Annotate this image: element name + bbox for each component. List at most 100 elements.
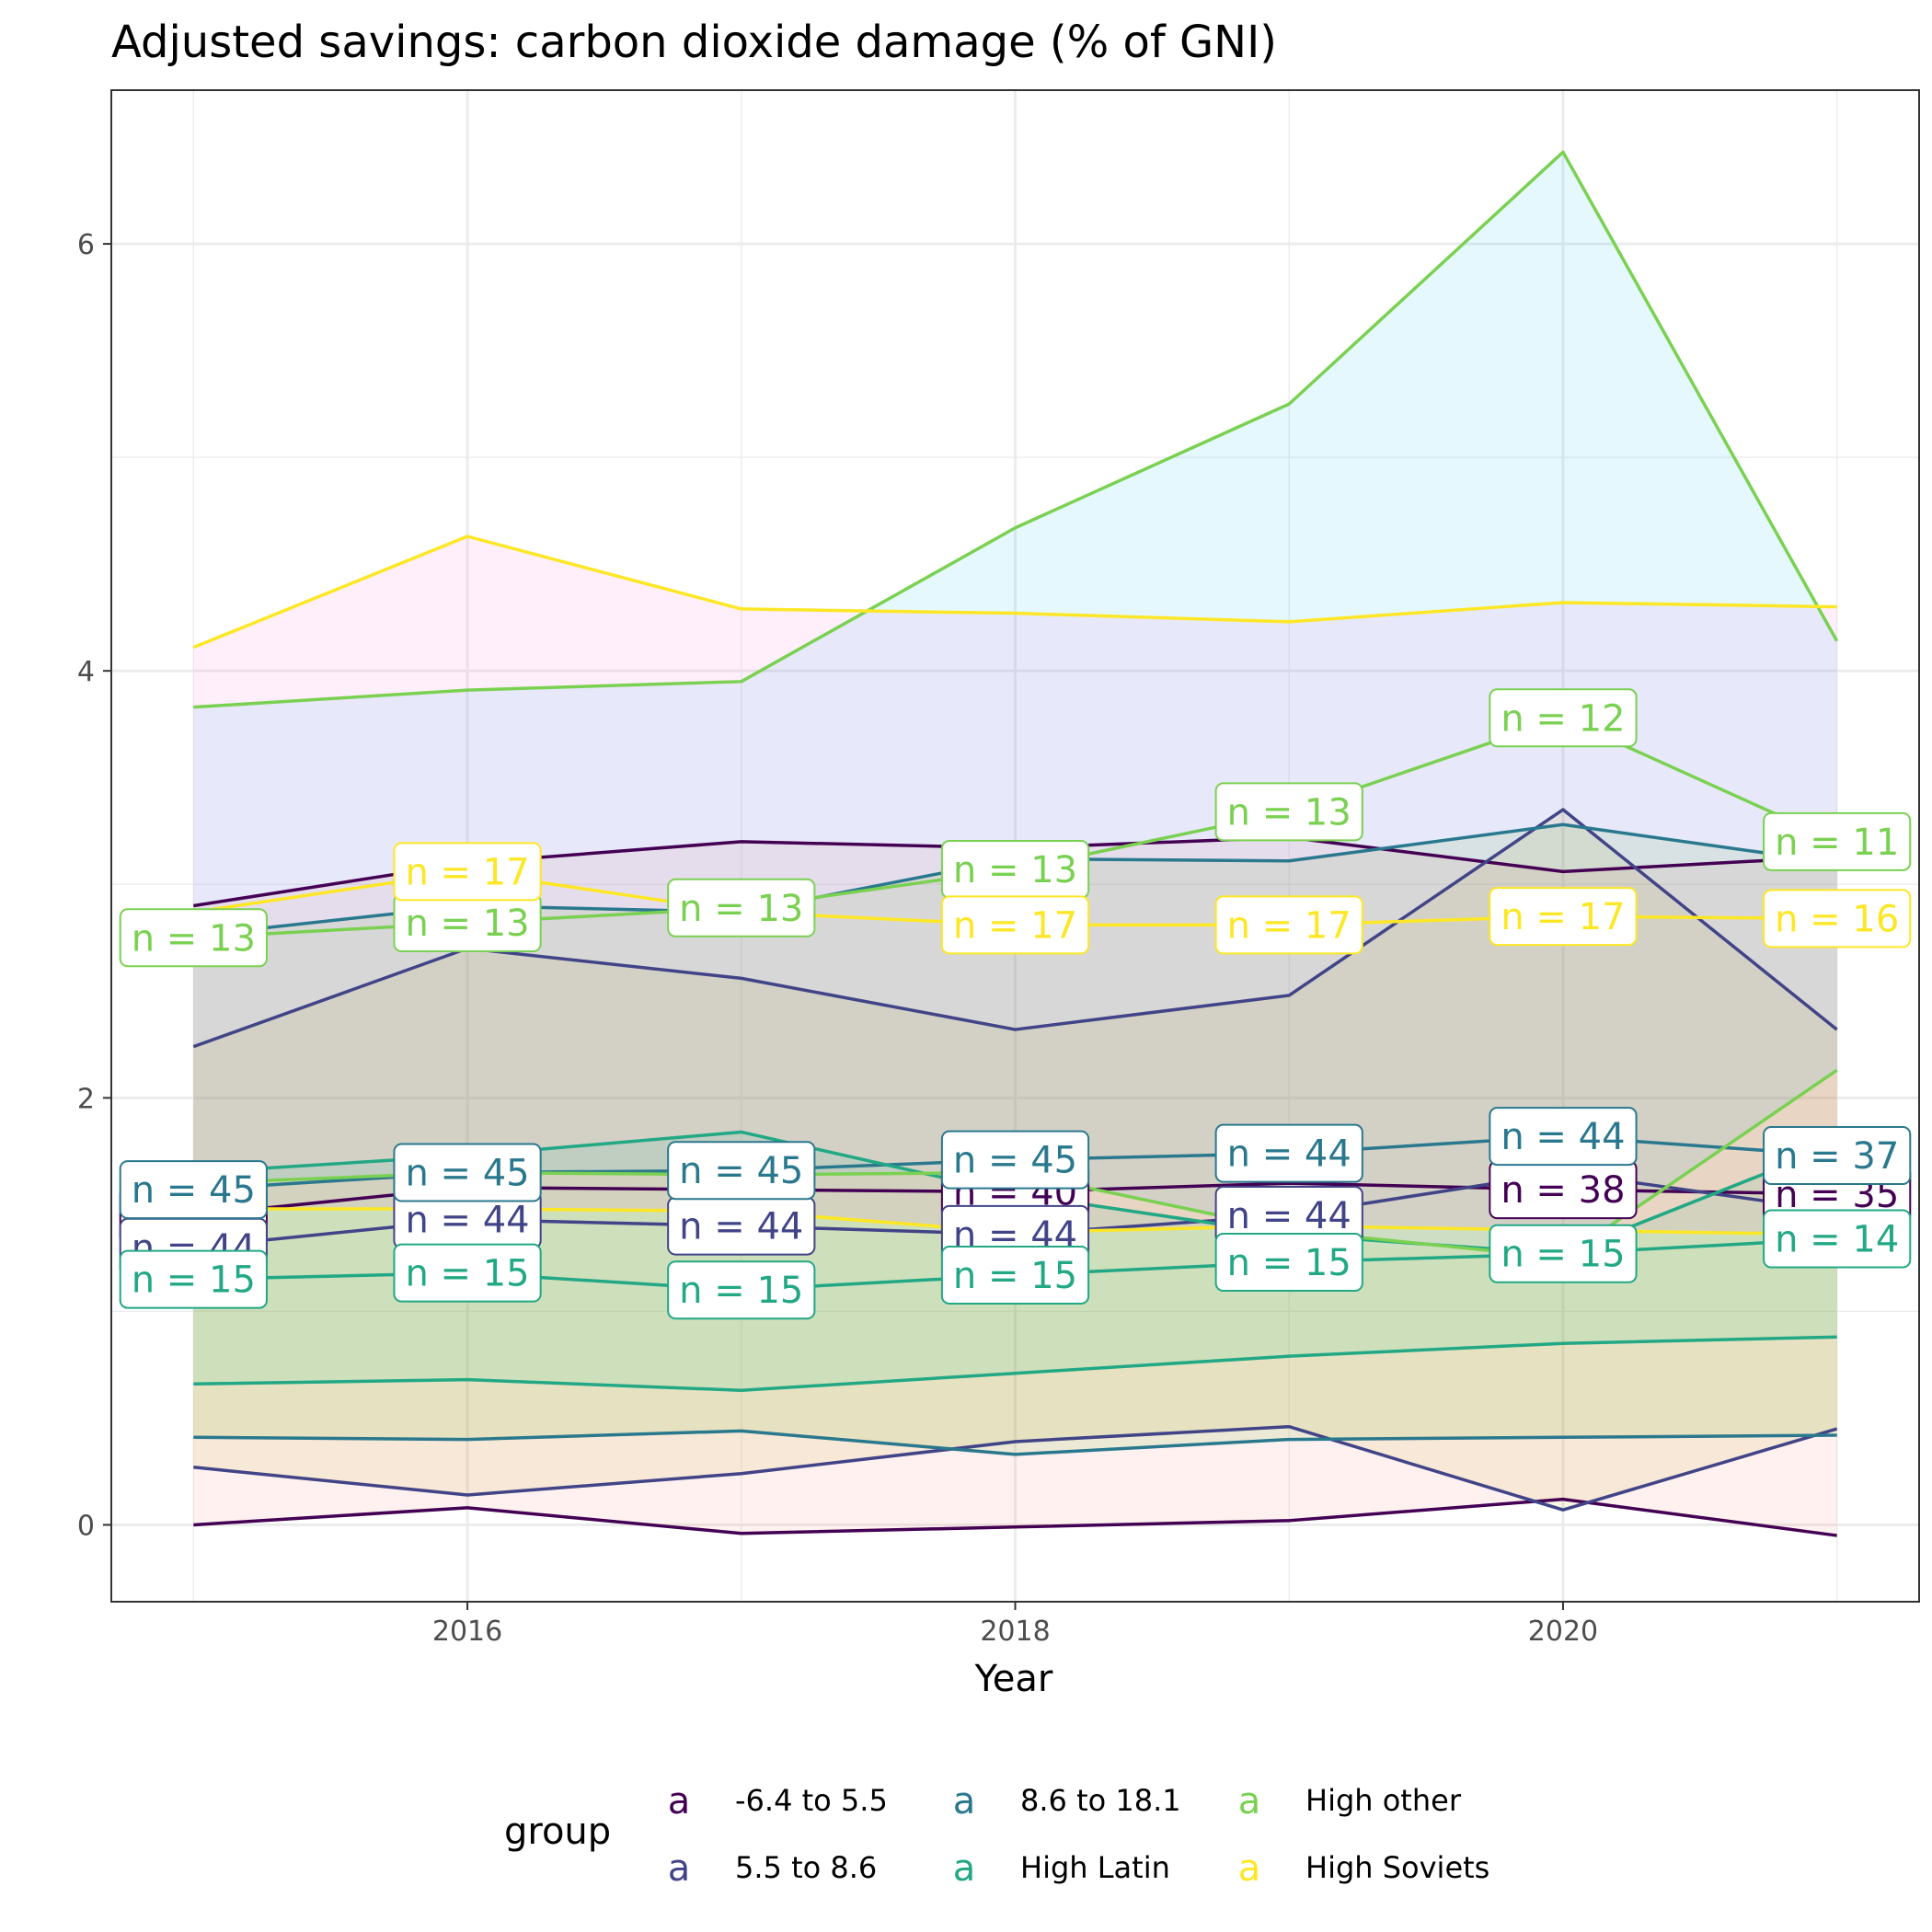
legend-label: 5.5 to 8.6 [735, 1850, 877, 1885]
n-label: n = 15 [1489, 1224, 1638, 1283]
legend-label: 8.6 to 18.1 [1020, 1783, 1181, 1818]
n-label-box [940, 895, 1090, 955]
legend-key-glyph: a [953, 1847, 976, 1890]
n-label-text: n = 13 [405, 903, 529, 945]
legend-item: a High Soviets [1238, 1847, 1490, 1890]
series-line-lower [193, 1424, 1838, 1512]
x-tick-label: 2020 [1528, 1616, 1598, 1648]
n-label-box [1763, 889, 1912, 949]
n-label-box [667, 1141, 816, 1201]
n-label-box [393, 842, 542, 902]
x-tick-label: 2018 [980, 1616, 1050, 1648]
y-tick-label: 2 [77, 1083, 95, 1115]
n-label-box [393, 1243, 542, 1303]
n-label: n = 17 [940, 895, 1090, 955]
n-label-text: n = 17 [1501, 896, 1625, 938]
n-label-box [1763, 811, 1912, 871]
series-line-lower [193, 1335, 1837, 1393]
n-label-text: n = 44 [1227, 1195, 1351, 1237]
x-tick-label: 2016 [432, 1616, 502, 1648]
n-label: n = 44 [667, 1196, 816, 1256]
n-label: n = 17 [1489, 887, 1638, 947]
legend-key-glyph: a [668, 1780, 691, 1823]
n-label-box [1489, 688, 1638, 748]
n-label-box [1214, 782, 1363, 842]
n-label-text: n = 37 [1775, 1135, 1899, 1178]
n-label-text: n = 12 [1501, 697, 1625, 740]
n-label-text: n = 17 [405, 851, 529, 893]
n-label-text: n = 15 [1227, 1242, 1351, 1284]
n-label: n = 17 [393, 842, 542, 902]
legend-label: High Soviets [1305, 1850, 1489, 1885]
legend: group a -6.4 to 5.5 a 5.5 to 8.6 a 8.6 to 18.1… [504, 1780, 1489, 1890]
n-label-box [1214, 1123, 1363, 1183]
n-label: n = 15 [1214, 1233, 1363, 1293]
grid [111, 90, 1919, 1602]
n-label-box [1763, 1125, 1912, 1185]
legend-title: group [504, 1811, 611, 1853]
n-label: n = 45 [119, 1160, 268, 1220]
n-label: n = 44 [1489, 1107, 1638, 1167]
n-label-text: n = 45 [132, 1169, 256, 1212]
n-label-text: n = 15 [132, 1259, 256, 1302]
n-label-box [1214, 895, 1363, 955]
legend-label: High Latin [1020, 1850, 1170, 1885]
n-label-text: n = 13 [679, 888, 803, 930]
series-line-lower [193, 1429, 1837, 1456]
legend-key-glyph: a [668, 1847, 691, 1890]
axes: 0 2 4 6 2016 2018 2020 [77, 89, 1920, 1648]
n-label-box [940, 1245, 1090, 1305]
n-label-text: n = 44 [679, 1206, 803, 1248]
legend-item: a High other [1238, 1780, 1462, 1823]
n-label-text: n = 15 [405, 1253, 529, 1295]
n-label: n = 13 [940, 840, 1090, 900]
n-label-text: n = 17 [1227, 904, 1351, 947]
n-label: n = 44 [1214, 1123, 1363, 1183]
legend-item: a 8.6 to 18.1 [953, 1780, 1181, 1823]
n-label-text: n = 45 [405, 1153, 529, 1195]
n-label: n = 44 [1214, 1185, 1363, 1245]
n-label-box [119, 1249, 268, 1309]
n-label-box [1489, 1224, 1638, 1283]
legend-key-glyph: a [1238, 1847, 1261, 1890]
n-label: n = 16 [1763, 889, 1912, 949]
n-label-box [1489, 1107, 1638, 1167]
n-label-text: n = 15 [1501, 1234, 1625, 1276]
n-labels: n = 44n = 40n = 38n = 35n = 44n = 44n = … [119, 688, 1912, 1320]
x-axis-title: Year [974, 1658, 1053, 1700]
n-label-text: n = 15 [953, 1255, 1077, 1297]
n-label-text: n = 44 [405, 1200, 529, 1242]
y-tick-label: 6 [77, 229, 95, 261]
n-label: n = 15 [393, 1243, 542, 1303]
n-label: n = 45 [667, 1141, 816, 1201]
ribbon-High other [193, 152, 1837, 1259]
series-line-upper [192, 535, 1837, 650]
legend-label: High other [1305, 1783, 1462, 1818]
n-label-text: n = 13 [1227, 791, 1351, 834]
n-label: n = 13 [119, 908, 268, 968]
n-label: n = 45 [940, 1130, 1090, 1190]
n-label-text: n = 14 [1775, 1218, 1899, 1260]
n-label-text: n = 15 [679, 1270, 803, 1312]
y-tick-label: 4 [77, 656, 95, 688]
n-label-text: n = 17 [953, 904, 1077, 947]
n-label-text: n = 16 [1775, 898, 1899, 940]
n-label: n = 11 [1763, 811, 1912, 871]
n-label-text: n = 13 [953, 849, 1077, 891]
n-label-box [667, 878, 816, 937]
n-label-box [1214, 1233, 1363, 1293]
n-label-text: n = 44 [1227, 1133, 1351, 1176]
n-label-box [1763, 1209, 1912, 1269]
n-label-text: n = 13 [132, 917, 256, 960]
n-label: n = 45 [393, 1143, 542, 1202]
n-label: n = 17 [1214, 895, 1363, 955]
series-line-lower [193, 1497, 1837, 1537]
n-label: n = 37 [1763, 1125, 1912, 1185]
n-label-text: n = 38 [1501, 1169, 1625, 1212]
n-label: n = 13 [667, 878, 816, 937]
legend-label: -6.4 to 5.5 [735, 1783, 888, 1818]
legend-key-glyph: a [953, 1780, 976, 1823]
legend-item: a -6.4 to 5.5 [668, 1780, 888, 1823]
legend-key-glyph: a [1238, 1780, 1261, 1823]
